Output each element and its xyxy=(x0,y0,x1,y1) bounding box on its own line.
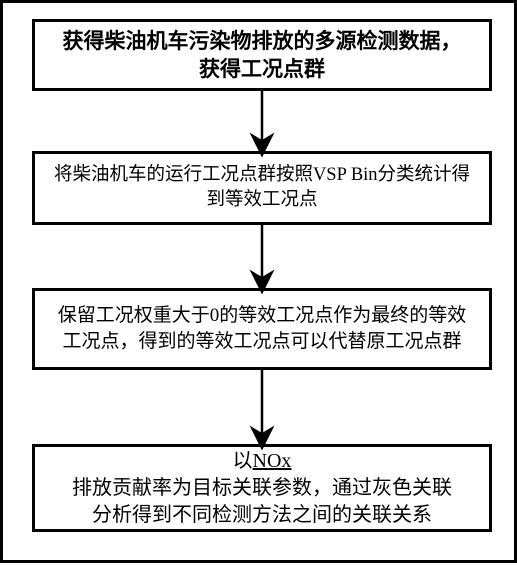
node4-line2: 分析得到不同检测方法之间的关联关系 xyxy=(92,502,432,529)
flow-node-4: 以NOx排放贡献率为目标关联参数，通过灰色关联 分析得到不同检测方法之间的关联关… xyxy=(32,444,492,532)
node2-line1: 将柴油机车的运行工况点群按照VSP Bin分类统计得 xyxy=(54,163,470,188)
flow-node-3: 保留工况权重大于0的等效工况点作为最终的等效 工况点，得到的等效工况点可以代替原… xyxy=(32,288,492,370)
node3-line2: 工况点，得到的等效工况点可以代替原工况点群 xyxy=(62,329,461,355)
node4-underlined: NOx xyxy=(253,448,292,475)
node4-prefix: 以 xyxy=(233,448,253,475)
flow-node-2: 将柴油机车的运行工况点群按照VSP Bin分类统计得 到等效工况点 xyxy=(32,151,492,225)
flowchart-canvas: 获得柴油机车污染物排放的多源检测数据， 获得工况点群 将柴油机车的运行工况点群按… xyxy=(0,0,517,563)
node1-line1: 获得柴油机车污染物排放的多源检测数据， xyxy=(63,27,462,55)
node1-line2: 获得工况点群 xyxy=(199,55,325,83)
node3-line1: 保留工况权重大于0的等效工况点作为最终的等效 xyxy=(58,303,467,329)
node2-line2: 到等效工况点 xyxy=(206,188,317,213)
flow-node-1: 获得柴油机车污染物排放的多源检测数据， 获得工况点群 xyxy=(32,19,492,91)
node4-rest1: 排放贡献率为目标关联参数，通过灰色关联 xyxy=(72,475,452,502)
